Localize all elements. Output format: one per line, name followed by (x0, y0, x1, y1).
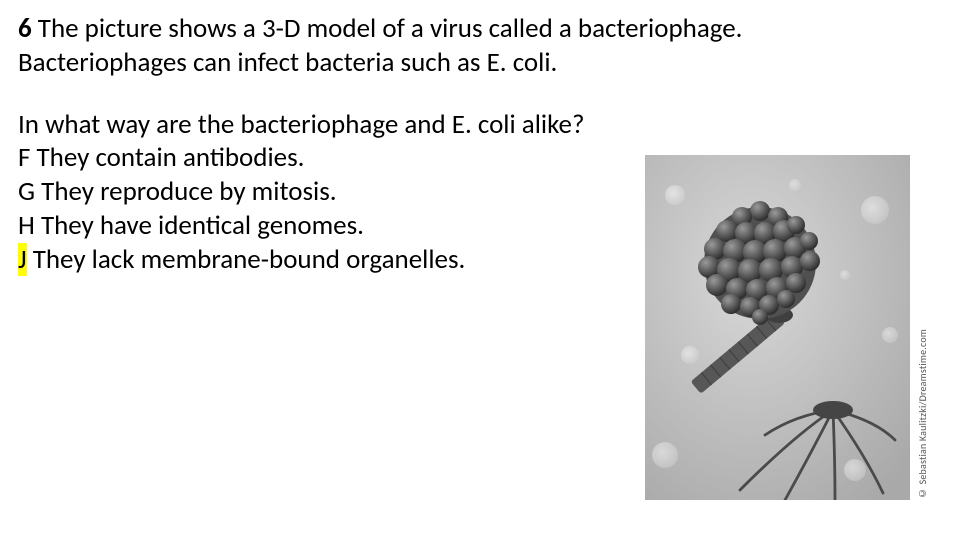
option-f-text: They contain antibodies. (37, 141, 305, 174)
option-g-letter: G (18, 175, 35, 208)
page-root: 6 The picture shows a 3-D model of a vir… (0, 0, 960, 540)
question-number: 6 (18, 12, 32, 45)
bacteriophage-svg (645, 155, 910, 500)
intro-line-1: The picture shows a 3-D model of a virus… (38, 12, 743, 45)
question-prompt: In what way are the bacteriophage and E.… (18, 108, 942, 142)
option-h-letter: H (18, 209, 35, 242)
image-credit: © Sebastian Kaulitzki/Dreamstime.com (914, 155, 930, 500)
bacteriophage-image (645, 155, 910, 500)
option-f-letter: F (18, 141, 30, 174)
option-j-text: They lack membrane-bound organelles. (33, 243, 466, 276)
image-credit-text: © Sebastian Kaulitzki/Dreamstime.com (916, 329, 929, 500)
option-g-text: They reproduce by mitosis. (41, 175, 336, 208)
question-intro: 6 The picture shows a 3-D model of a vir… (18, 12, 942, 80)
intro-line-2: Bacteriophages can infect bacteria such … (18, 46, 557, 79)
option-j-letter: J (18, 243, 27, 276)
option-h-text: They have identical genomes. (41, 209, 364, 242)
